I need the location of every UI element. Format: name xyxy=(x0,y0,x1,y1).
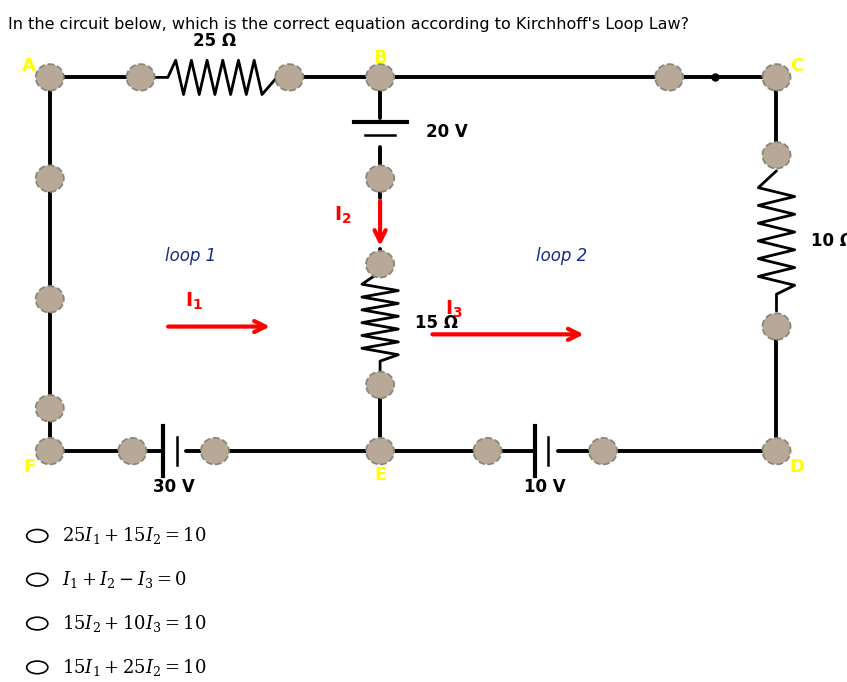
Circle shape xyxy=(36,286,64,312)
Text: 10 Ω: 10 Ω xyxy=(811,232,847,250)
Circle shape xyxy=(762,142,790,168)
Text: E: E xyxy=(374,466,386,484)
Circle shape xyxy=(36,395,64,421)
Circle shape xyxy=(762,64,790,91)
Text: B: B xyxy=(374,49,387,67)
Text: D: D xyxy=(789,458,805,476)
Text: C: C xyxy=(790,57,804,75)
Text: 30 V: 30 V xyxy=(152,478,195,496)
Text: loop 2: loop 2 xyxy=(536,248,588,265)
Circle shape xyxy=(36,438,64,464)
Circle shape xyxy=(473,438,501,464)
Text: $15I_1 + 25I_2 = 10$: $15I_1 + 25I_2 = 10$ xyxy=(62,657,207,678)
Text: A: A xyxy=(22,57,36,75)
Circle shape xyxy=(126,64,155,91)
Text: $\mathbf{I_1}$: $\mathbf{I_1}$ xyxy=(185,291,203,312)
Circle shape xyxy=(762,438,790,464)
Circle shape xyxy=(762,313,790,340)
Text: 15 Ω: 15 Ω xyxy=(415,314,457,331)
Text: 20 V: 20 V xyxy=(425,123,468,141)
Circle shape xyxy=(119,438,147,464)
Circle shape xyxy=(589,438,617,464)
Text: 25 Ω: 25 Ω xyxy=(193,32,236,50)
Text: F: F xyxy=(23,458,36,476)
Circle shape xyxy=(366,251,394,278)
Text: 10 V: 10 V xyxy=(524,478,566,496)
Text: loop 1: loop 1 xyxy=(164,248,216,265)
Circle shape xyxy=(201,438,229,464)
Circle shape xyxy=(36,166,64,192)
Text: $25I_1 + 15I_2 = 10$: $25I_1 + 15I_2 = 10$ xyxy=(62,525,207,546)
Circle shape xyxy=(366,372,394,398)
Text: $I_1 + I_2 - I_3 = 0$: $I_1 + I_2 - I_3 = 0$ xyxy=(62,569,187,590)
Text: $\mathbf{I_2}$: $\mathbf{I_2}$ xyxy=(334,205,352,226)
Circle shape xyxy=(366,64,394,91)
Text: In the circuit below, which is the correct equation according to Kirchhoff's Loo: In the circuit below, which is the corre… xyxy=(8,17,689,32)
Text: $\mathbf{I_3}$: $\mathbf{I_3}$ xyxy=(446,299,463,320)
Circle shape xyxy=(36,64,64,91)
Circle shape xyxy=(366,166,394,192)
Circle shape xyxy=(655,64,684,91)
Circle shape xyxy=(275,64,303,91)
Circle shape xyxy=(366,438,394,464)
Text: $15I_2 + 10I_3 = 10$: $15I_2 + 10I_3 = 10$ xyxy=(62,613,207,634)
